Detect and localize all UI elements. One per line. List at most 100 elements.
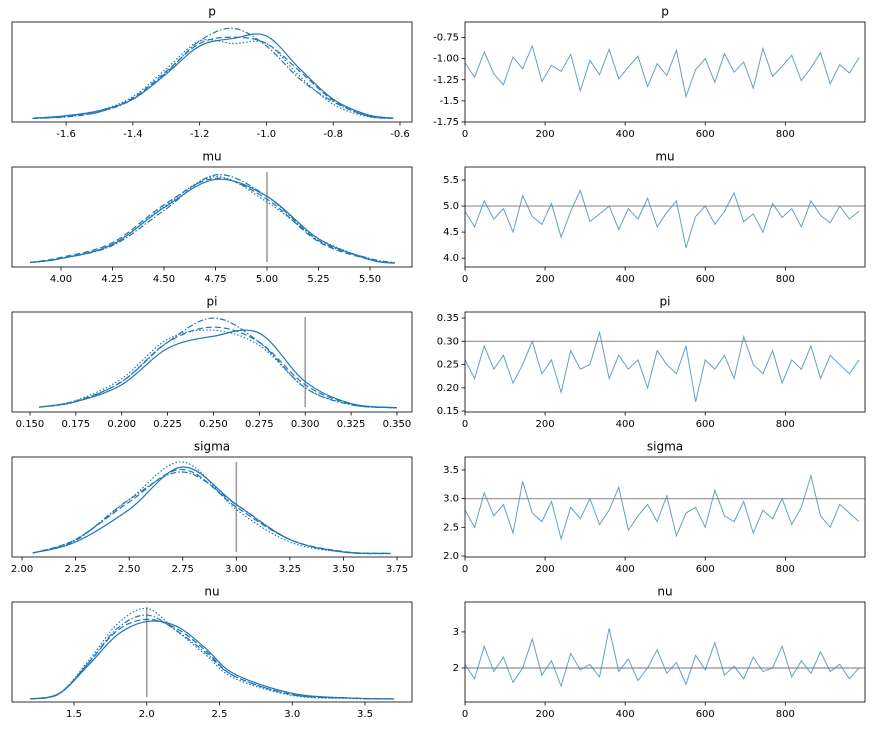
y-tick-label: 5.5 [443,175,459,186]
density-curve [30,176,395,264]
axes-frame [464,601,866,703]
x-tick-label: 200 [536,564,555,575]
x-tick-label: -1.6 [56,129,76,140]
y-tick-label: 3.5 [443,465,459,476]
trace-line [464,331,860,402]
x-tick-label: 200 [536,274,555,285]
density-curve [32,27,394,120]
y-tick-label: 4.0 [443,253,459,264]
x-tick-label: 4.00 [50,274,72,285]
y-tick-label: -1.75 [433,117,459,128]
x-tick-label: 0.325 [337,419,366,430]
y-tick-label: 0.30 [437,336,459,347]
x-tick-label: 600 [696,564,715,575]
axes-frame [464,166,866,268]
axes-frame [11,456,413,558]
x-tick-label: 5.25 [307,274,329,285]
density-curve [32,471,391,555]
x-tick-label: 0 [462,274,468,285]
axes-frame [11,21,413,123]
y-tick-label: 0.25 [437,360,459,371]
x-tick-label: 2.0 [139,709,155,720]
x-tick-label: 800 [776,274,795,285]
x-tick-label: 3.5 [357,709,373,720]
x-tick-label: 2.75 [172,564,194,575]
x-tick-label: 0.175 [62,419,91,430]
y-tick-label: -0.75 [433,33,459,44]
y-tick-label: 5.0 [443,201,459,212]
x-tick-label: 0 [462,129,468,140]
x-tick-label: 800 [776,129,795,140]
x-tick-label: 1.5 [66,709,82,720]
x-tick-label: -0.6 [390,129,410,140]
panel-title: sigma [647,440,683,454]
axes-frame [464,311,866,413]
x-tick-label: 600 [696,709,715,720]
panel-title: sigma [194,440,230,454]
x-tick-label: 800 [776,564,795,575]
panel-title: pi [207,295,218,309]
density-curve [30,607,395,700]
trace-line [464,44,860,99]
x-tick-label: 0.350 [383,419,412,430]
x-tick-label: -0.8 [323,129,343,140]
axes-frame [11,311,413,413]
x-tick-label: 400 [616,274,635,285]
x-tick-label: 3.25 [279,564,301,575]
y-tick-label: 2 [453,663,459,674]
y-tick-label: 4.5 [443,227,459,238]
x-tick-label: 0.150 [16,419,45,430]
panel-title: pi [660,295,671,309]
y-tick-label: 0.20 [437,383,459,394]
density-curve [30,620,395,700]
x-tick-label: 3.75 [386,564,408,575]
x-tick-label: 2.5 [212,709,228,720]
panel-title: nu [657,585,672,599]
y-tick-label: -1.5 [439,96,459,107]
x-tick-label: 600 [696,129,715,140]
panel-title: nu [204,585,219,599]
x-tick-label: 4.25 [101,274,123,285]
density-curve [39,329,398,409]
x-tick-label: 600 [696,274,715,285]
x-tick-label: 0.275 [245,419,274,430]
x-tick-label: 5.50 [359,274,381,285]
y-tick-label: 0.15 [437,406,459,417]
x-tick-label: -1.4 [123,129,143,140]
density-curve [30,177,395,264]
x-tick-label: 400 [616,564,635,575]
density-curve [32,38,394,120]
trace-line [464,189,860,248]
axes-frame [11,166,413,268]
x-tick-label: -1.0 [257,129,277,140]
x-tick-label: 5.00 [256,274,278,285]
x-tick-label: 2.25 [64,564,86,575]
x-tick-label: 0 [462,419,468,430]
axes-frame [464,21,866,123]
x-tick-label: 3.0 [284,709,300,720]
x-tick-label: 2.50 [118,564,140,575]
density-curve [32,461,391,555]
y-tick-label: 2.0 [443,551,459,562]
density-curve [30,174,395,264]
x-tick-label: 0 [462,709,468,720]
x-tick-label: 0.200 [107,419,136,430]
y-tick-label: 3 [453,627,459,638]
axes-frame [464,456,866,558]
x-tick-label: 400 [616,709,635,720]
density-curve [32,36,394,120]
x-tick-label: 0.225 [153,419,182,430]
panel-title: p [208,5,216,19]
x-tick-label: 400 [616,129,635,140]
y-tick-label: 0.35 [437,313,459,324]
x-tick-label: 800 [776,709,795,720]
x-tick-label: 600 [696,419,715,430]
density-curve [32,468,391,555]
trace-line [464,628,860,688]
trace-line [464,473,860,541]
x-tick-label: 800 [776,419,795,430]
density-curve [39,317,397,409]
panel-title: mu [655,150,674,164]
x-tick-label: 200 [536,419,555,430]
